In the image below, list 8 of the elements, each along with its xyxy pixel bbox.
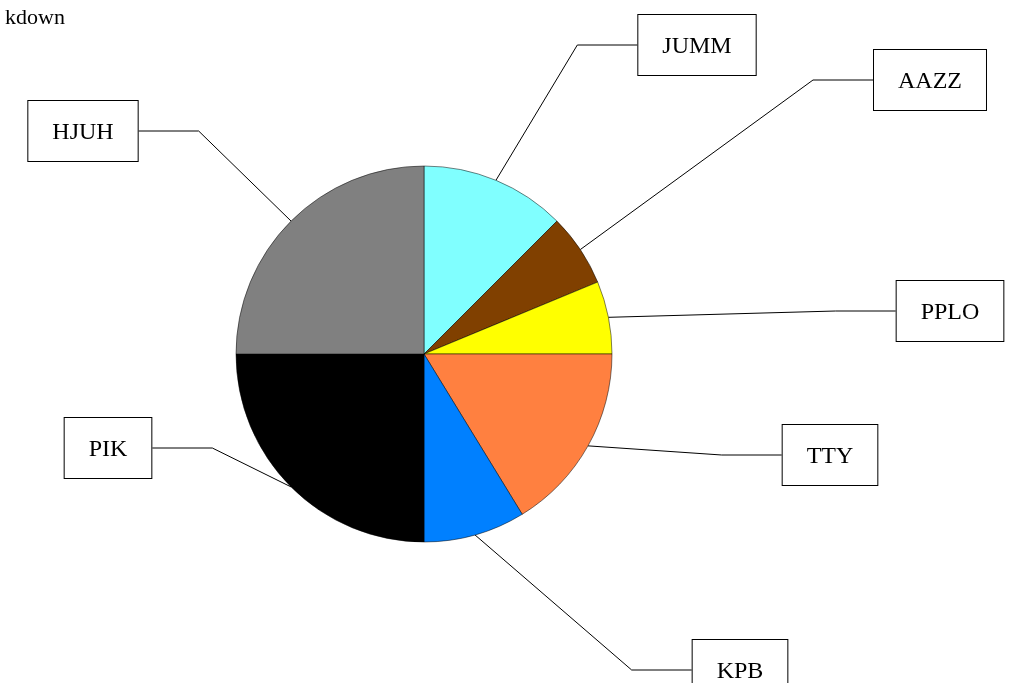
slice-label: TTY [806,442,854,468]
slice-label: JUMM [662,32,732,58]
slice-label: PIK [88,435,128,461]
slice-label: HJUH [52,118,114,144]
slice-label: PPLO [920,298,980,324]
slice-label: AAZZ [898,67,962,93]
chart-title: kdown [5,3,65,29]
slice-label: KPB [716,657,764,683]
